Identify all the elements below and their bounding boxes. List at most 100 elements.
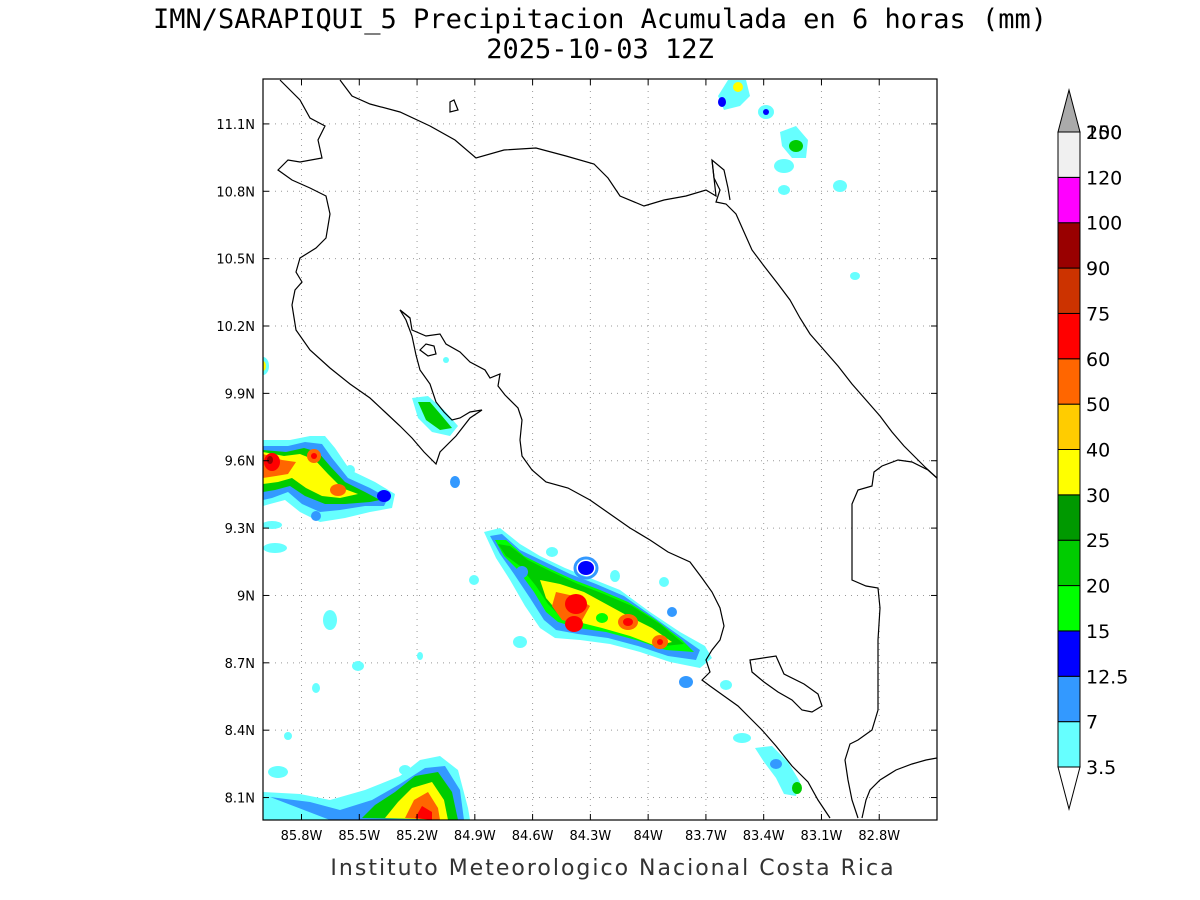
lat-tick-label: 11.1N — [216, 118, 255, 133]
legend-label: 150 — [1086, 122, 1122, 144]
nicoya-gulf-island — [419, 343, 437, 357]
legend-swatch — [1057, 721, 1081, 768]
lon-tick-label: 84W — [633, 829, 663, 844]
coastline-pacific-north — [277, 79, 831, 819]
lon-tick-label: 85.5W — [338, 829, 380, 844]
legend-swatch — [1057, 312, 1081, 360]
precip-blue-nw4 — [377, 490, 391, 502]
legend-label: 15 — [1086, 621, 1110, 643]
legend-swatch — [1057, 630, 1081, 677]
legend-swatch — [1057, 675, 1081, 723]
precipitation-contours — [263, 80, 860, 820]
precip-blue-central6 — [578, 561, 594, 575]
precip-cyan-central8 — [546, 547, 558, 557]
precip-darkred-nw — [267, 456, 273, 464]
lon-tick-label: 84.6W — [512, 829, 554, 844]
coastline-nicaragua-lake — [339, 79, 731, 207]
lat-tick-label: 9.6N — [225, 455, 255, 470]
precip-cyan-sw2 — [268, 766, 288, 778]
lon-tick-label: 83.4W — [743, 829, 785, 844]
precip-red-central2 — [565, 616, 583, 632]
legend-swatch — [1057, 494, 1081, 541]
precip-cyan-central12 — [469, 575, 479, 585]
precip-blue-ne1 — [718, 97, 726, 107]
legend-label: 30 — [1086, 485, 1110, 507]
precip-cyan-central15 — [667, 607, 677, 617]
precip-yellow-ne1 — [733, 82, 743, 92]
precip-cyan-central9 — [610, 570, 620, 582]
legend-label: 40 — [1086, 440, 1110, 462]
legend-label: 7 — [1086, 712, 1098, 734]
small-island-north — [449, 99, 459, 113]
precip-cyan-misc6 — [443, 357, 449, 363]
legend-arrow-low — [1057, 766, 1081, 811]
lon-tick-label: 83.1W — [801, 829, 843, 844]
precip-cyan-ne4 — [774, 159, 794, 173]
burica — [861, 757, 937, 819]
legend-label: 100 — [1086, 213, 1122, 235]
precip-green-se4 — [792, 782, 802, 794]
precip-cyan-nw7 — [311, 511, 321, 521]
legend-swatch — [1057, 267, 1081, 314]
legend-label: 120 — [1086, 167, 1122, 189]
precip-cyan-central10 — [659, 577, 669, 587]
precip-green-central5 — [596, 613, 608, 623]
grid-lines — [263, 79, 937, 820]
lon-tick-label: 85.8W — [281, 829, 323, 844]
legend-swatch — [1057, 403, 1081, 450]
precip-cyan-nicoya2 — [450, 476, 460, 488]
legend-label: 90 — [1086, 258, 1110, 280]
precip-cyan-se2 — [755, 746, 800, 796]
footer-credit: Instituto Meteorologico Nacional Costa R… — [330, 856, 896, 881]
legend-label: 25 — [1086, 530, 1110, 552]
precip-cyan-ne5 — [778, 185, 790, 195]
precip-cyan-misc3 — [312, 683, 320, 693]
precip-orange-nw3 — [330, 484, 346, 496]
lat-tick-label: 8.1N — [225, 792, 255, 807]
lat-tick-label: 8.4N — [225, 724, 255, 739]
precip-cyan-central14 — [720, 680, 732, 690]
legend-swatch — [1057, 585, 1081, 632]
coastline-caribbean — [711, 159, 937, 479]
lat-tick-label: 10.8N — [216, 185, 255, 200]
precip-cyan-ne6 — [833, 180, 847, 192]
chart-date: 2025-10-03 12Z — [486, 34, 714, 65]
legend-label: 20 — [1086, 576, 1110, 598]
precip-red-nw2 — [311, 453, 317, 459]
precip-yellow-nw5 — [263, 361, 266, 371]
legend-swatch — [1057, 222, 1081, 269]
map-frame — [262, 78, 938, 821]
legend-swatch — [1057, 358, 1081, 405]
precip-red-central4 — [657, 639, 663, 645]
precip-cyan-central6 — [573, 556, 599, 580]
legend-swatch — [1057, 449, 1081, 496]
precip-red-central3 — [623, 618, 633, 626]
osa-peninsula — [749, 655, 823, 713]
lat-tick-label: 9N — [237, 589, 255, 604]
legend-label: 75 — [1086, 303, 1110, 325]
precip-cyan-misc5 — [284, 732, 292, 740]
legend-arrow-high — [1057, 88, 1081, 133]
precip-cyan-central11 — [513, 636, 527, 648]
precip-cyan-nw6 — [345, 465, 355, 475]
precip-green-nicoya — [418, 402, 452, 430]
lon-tick-label: 83.7W — [685, 829, 727, 844]
legend-swatch — [1057, 539, 1081, 587]
precip-cyan-misc1 — [323, 610, 337, 630]
lat-tick-label: 9.9N — [225, 387, 255, 402]
precip-green-ne3 — [789, 140, 803, 152]
precip-cyan-ne7 — [850, 272, 860, 280]
chart-title: IMN/SARAPIQUI_5 Precipitacion Acumulada … — [152, 4, 1048, 35]
precip-red-sw — [415, 806, 432, 820]
legend-label: 50 — [1086, 394, 1110, 416]
legend-label: 60 — [1086, 349, 1110, 371]
legend-swatch — [1057, 131, 1081, 178]
legend-label: 12.5 — [1086, 666, 1128, 688]
legend-label: 3.5 — [1086, 757, 1116, 779]
coastline — [277, 79, 937, 819]
lon-tick-label: 82.8W — [858, 829, 900, 844]
precip-cyan-sw3 — [399, 765, 411, 775]
lon-tick-label: 84.3W — [569, 829, 611, 844]
coastline-nw-peninsula — [399, 309, 411, 319]
